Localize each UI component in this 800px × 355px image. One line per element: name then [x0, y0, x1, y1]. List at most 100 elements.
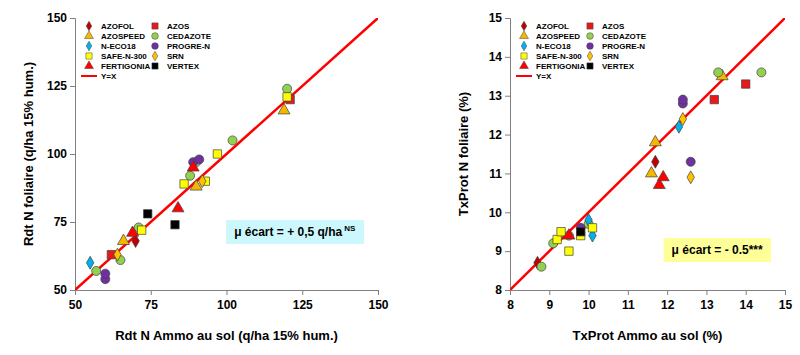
y-tick: 75 [54, 215, 75, 229]
legend-label: Y=X [536, 72, 552, 81]
x-tick-mark [227, 290, 228, 295]
point [199, 175, 206, 188]
x-tick: 15 [779, 290, 793, 312]
x-tick: 50 [69, 290, 83, 312]
x-tick: 100 [217, 290, 237, 312]
annotation: μ écart = + 0,5 q/haNS [226, 220, 364, 244]
plot-marks [510, 18, 785, 290]
chart-0: 50751001251505075100125150Rdt N Ammo au … [21, 11, 389, 343]
annotation-box [664, 238, 771, 262]
y-tick-label: 14 [489, 50, 503, 64]
legend: AZOFOL AZOS AZOSPEED CEDAZOTE N-ECO18 PROGRE-… [79, 20, 212, 83]
x-tick: 12 [661, 290, 675, 312]
y-tick-mark [505, 173, 510, 174]
legend-label: SAFE-N-300 [101, 52, 147, 61]
y-tick: 14 [489, 50, 510, 64]
y-tick-mark [70, 222, 75, 223]
point [645, 167, 657, 177]
y-tick: 8 [495, 283, 510, 297]
y-axis-title: Rdt N foliaire (q/ha 15% hum.) [21, 62, 36, 246]
point [92, 266, 101, 275]
legend-swatch [85, 31, 94, 39]
point [678, 95, 687, 104]
point [757, 68, 766, 77]
y-tick: 13 [489, 89, 510, 103]
legend-label: PROGRE-N [167, 42, 210, 51]
y-tick: 100 [47, 147, 75, 161]
legend-swatch [152, 23, 158, 29]
reference-line [75, 18, 378, 290]
point [228, 136, 237, 145]
legend-label: SRN [167, 52, 184, 61]
x-tick-mark [706, 290, 707, 295]
legend-entry: AZOFOL [86, 21, 134, 31]
x-tick-label: 75 [145, 298, 159, 312]
y-tick: 9 [495, 244, 510, 258]
legend-swatch [520, 61, 529, 69]
series-points [86, 256, 93, 269]
legend-entry: FERTIGONIA [85, 61, 151, 71]
series-points [585, 120, 683, 242]
legend-entry: Y=X [81, 72, 117, 81]
point [553, 235, 561, 243]
series-points [534, 155, 659, 269]
legend-entry: FERTIGONIA [520, 61, 586, 71]
legend-label: AZOSPEED [101, 32, 145, 41]
x-tick-label: 15 [779, 298, 793, 312]
series-points [563, 170, 669, 239]
point [588, 224, 596, 232]
legend: AZOFOLAZOSAZOSPEEDCEDAZOTEN-ECO18PROGRE-… [514, 20, 647, 83]
legend-entry: VERTEX [587, 62, 635, 71]
y-tick-label: 50 [54, 283, 68, 297]
y-axis: 5075100125150 [47, 11, 76, 297]
x-tick-mark [628, 290, 629, 295]
annotation-text: μ écart = - 0.5*** [672, 243, 763, 257]
legend-entry: PROGRE-N [152, 42, 211, 51]
y-tick-label: 12 [489, 128, 503, 142]
legend-label: VERTEX [167, 62, 200, 71]
point [86, 256, 93, 269]
x-tick: 11 [622, 290, 635, 312]
series-points [127, 161, 200, 237]
legend-label: AZOS [167, 22, 190, 31]
point [127, 226, 139, 236]
x-tick-label: 10 [582, 298, 596, 312]
legend-swatch [85, 61, 94, 69]
y-axis-line [505, 19, 511, 291]
point [213, 150, 221, 158]
plot-marks [75, 18, 378, 290]
y-tick-label: 10 [489, 206, 503, 220]
x-tick-mark [378, 290, 379, 295]
legend-swatch [587, 43, 594, 50]
y-tick-mark [505, 251, 510, 252]
legend-swatch [587, 51, 593, 61]
x-tick-mark [667, 290, 668, 295]
legend-swatch [152, 43, 159, 50]
series-points [710, 80, 750, 104]
x-tick-mark [302, 290, 303, 295]
legend-entry: CEDAZOTE [587, 32, 647, 41]
x-axis: 89101112131415 [507, 290, 792, 312]
x-axis-title: TxProt Ammo au sol (%) [573, 328, 723, 343]
point [101, 269, 110, 278]
legend-swatch [520, 31, 529, 39]
legend-entry: N-ECO18 [86, 41, 136, 51]
legend-entry: AZOS [152, 22, 190, 31]
legend-label: AZOS [602, 22, 625, 31]
x-tick: 13 [700, 290, 714, 312]
x-tick: 150 [368, 290, 388, 312]
y-tick-label: 15 [489, 11, 503, 25]
x-tick: 75 [145, 290, 159, 312]
legend-swatch [516, 75, 532, 77]
y-tick-label: 13 [489, 89, 503, 103]
legend-swatch [587, 23, 593, 29]
point [563, 229, 575, 239]
point [114, 248, 121, 261]
x-tick-mark [589, 290, 590, 295]
legend-label: CEDAZOTE [167, 32, 212, 41]
y-tick-mark [505, 212, 510, 213]
legend-label: AZOFOL [536, 22, 569, 31]
y-tick: 50 [54, 283, 75, 297]
point [171, 221, 179, 229]
point [144, 210, 152, 218]
